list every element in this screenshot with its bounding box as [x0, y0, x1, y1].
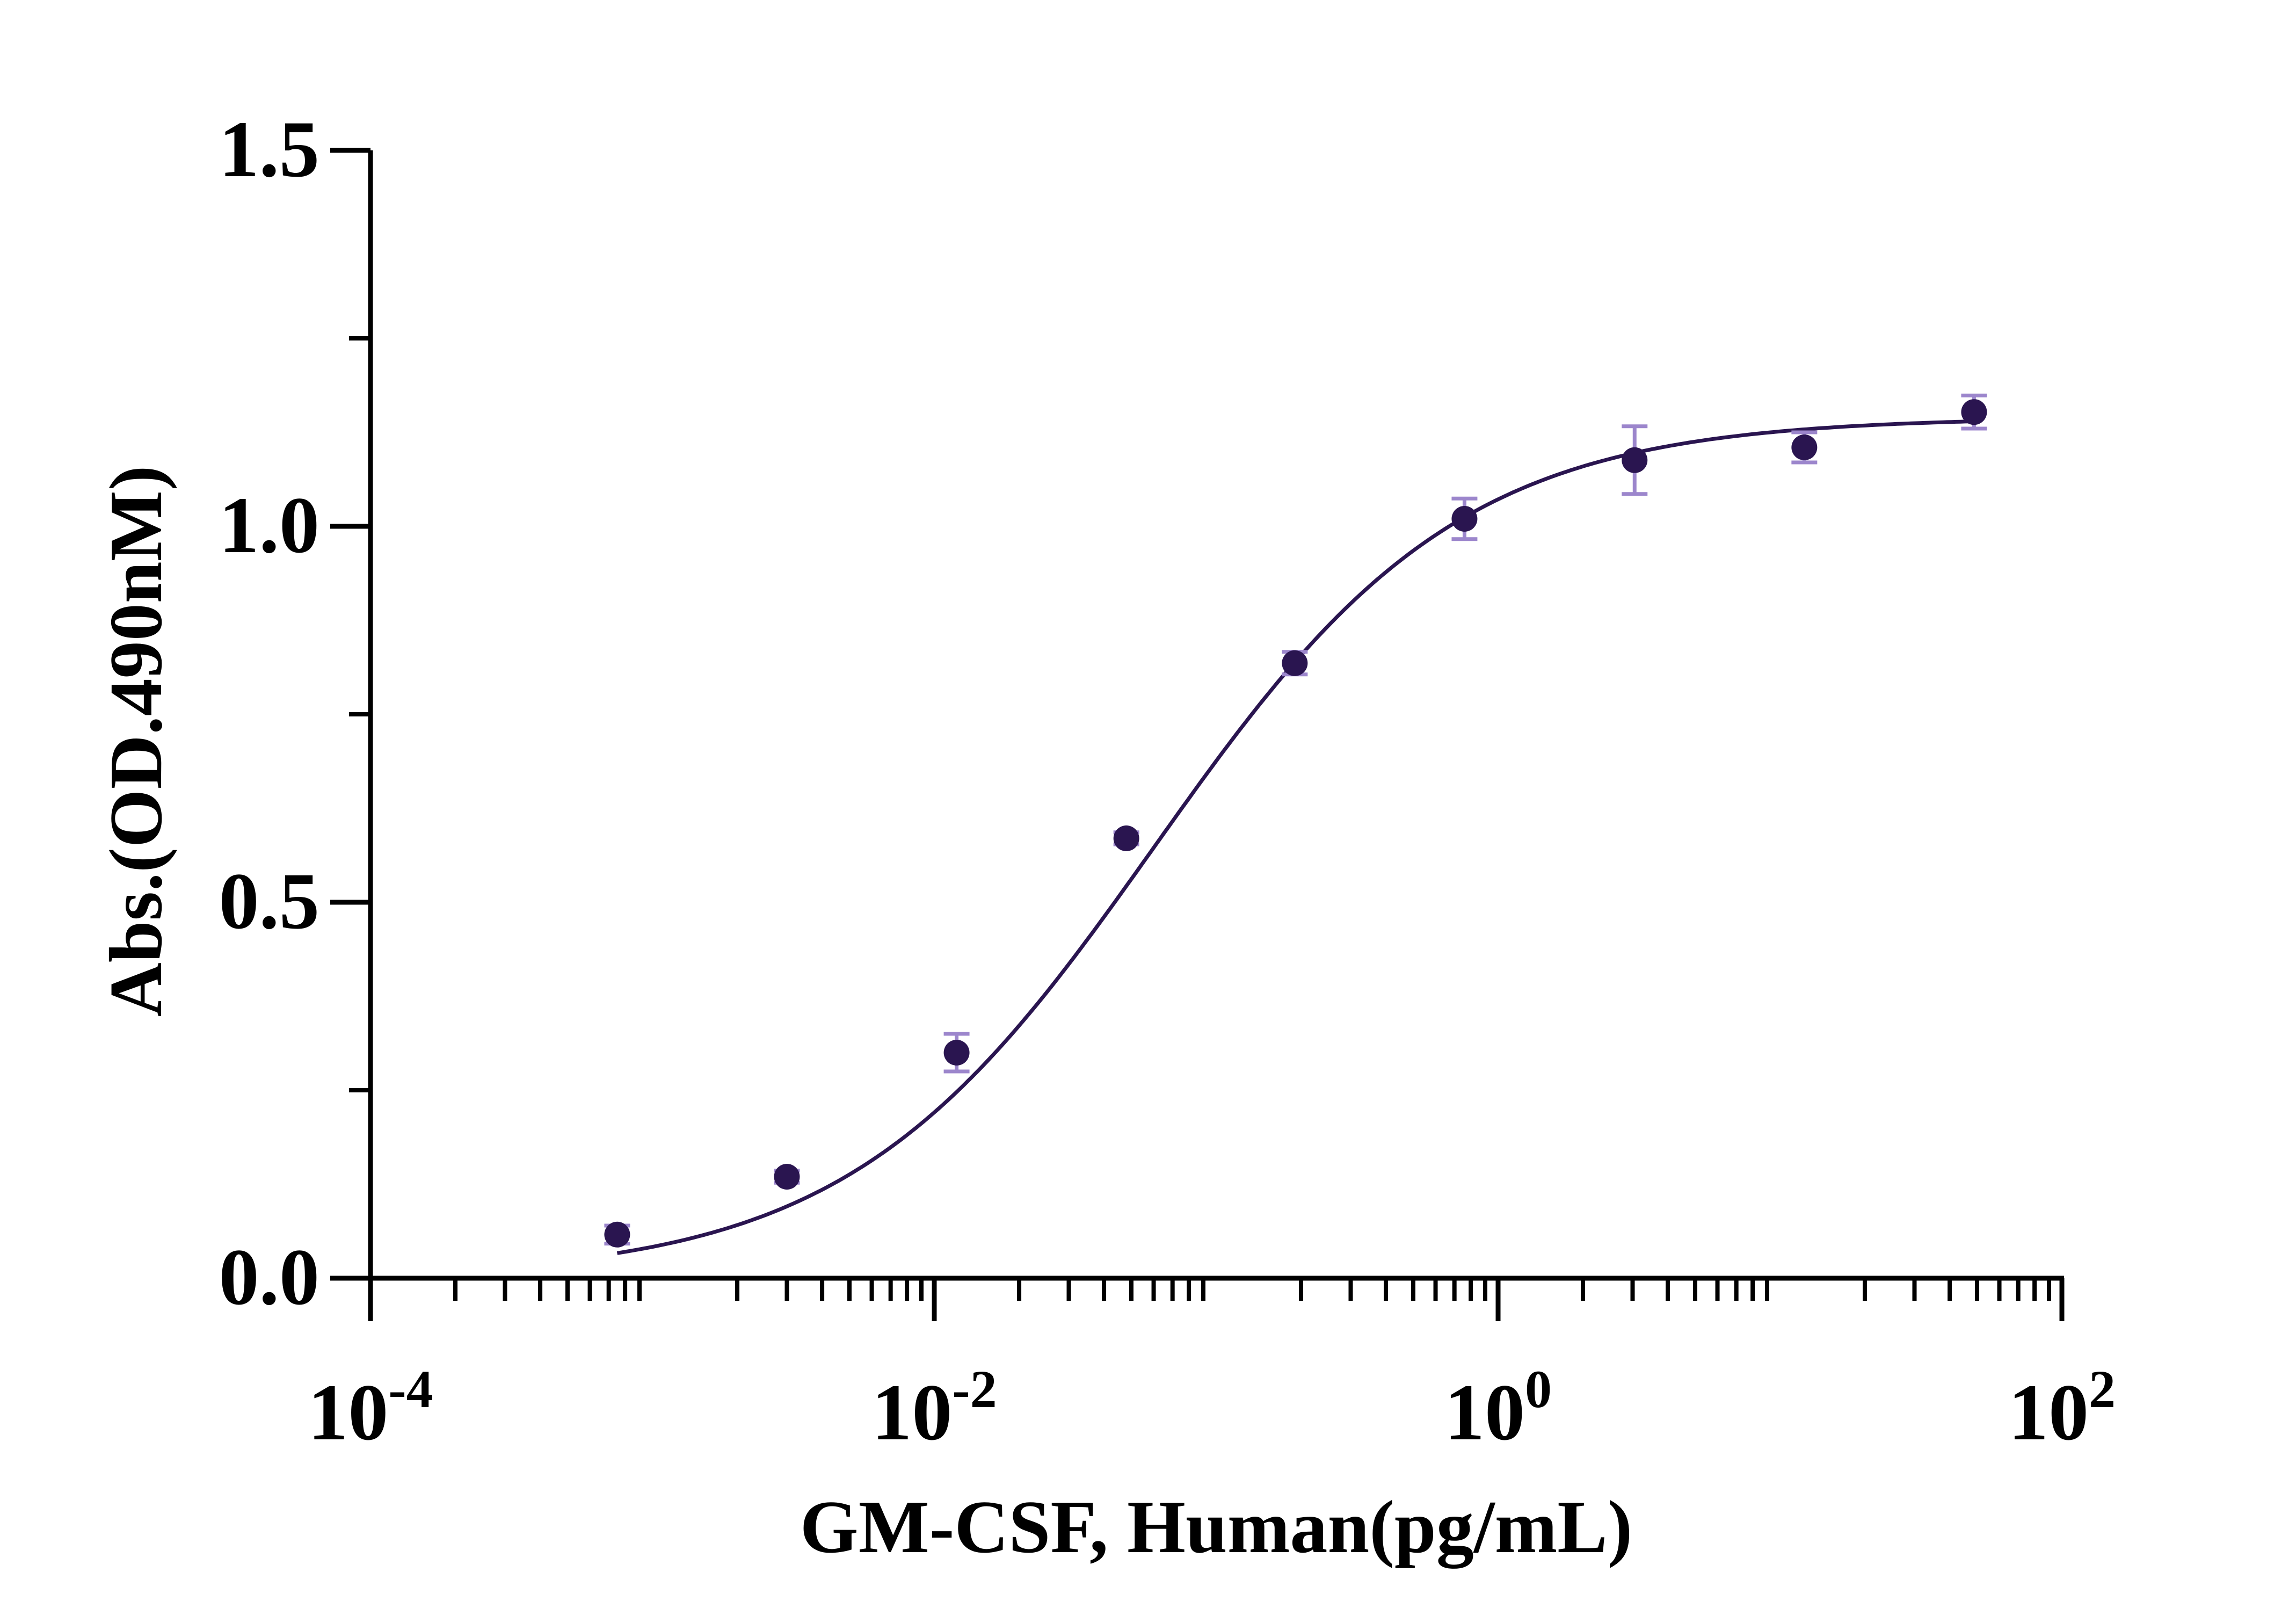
data-point: [1113, 825, 1139, 851]
data-points: [604, 399, 1987, 1248]
y-axis-title: Abs.(OD.490nM): [95, 466, 178, 1017]
x-tick-label: 102: [2008, 1359, 2116, 1457]
x-tick-exponent: -4: [388, 1359, 433, 1419]
x-tick-exponent: -2: [952, 1359, 997, 1419]
data-point: [943, 1040, 970, 1066]
x-tick-label: 10-2: [871, 1359, 997, 1457]
x-axis-ticks: 10-4 10-2 100 102: [308, 1278, 2116, 1457]
y-tick-label: 1.0: [219, 481, 320, 570]
data-point: [1451, 506, 1478, 532]
x-axis-title: GM-CSF, Human(pg/mL): [800, 1486, 1633, 1569]
data-point: [1961, 399, 1987, 425]
x-tick-exponent: 2: [2089, 1359, 2116, 1419]
y-axis-ticks: 0.0 0.5 1.0 1.5: [219, 105, 370, 1322]
x-tick-base: 10: [2008, 1368, 2089, 1457]
axes: [368, 150, 2064, 1281]
x-tick-base: 10: [308, 1368, 388, 1457]
data-point: [604, 1221, 630, 1248]
data-point: [1622, 447, 1648, 473]
y-tick-label: 1.5: [219, 105, 320, 194]
data-point: [1791, 434, 1818, 460]
data-point: [1282, 650, 1308, 676]
x-tick-label: 10-4: [308, 1359, 433, 1457]
data-point: [774, 1164, 800, 1190]
fit-curve: [616, 419, 1974, 1255]
y-tick-label: 0.0: [219, 1233, 320, 1322]
x-tick-base: 10: [871, 1368, 952, 1457]
y-tick-label: 0.5: [219, 857, 320, 946]
x-tick-base: 10: [1444, 1368, 1525, 1457]
x-tick-exponent: 0: [1525, 1359, 1552, 1419]
error-bars: [604, 393, 1987, 1246]
x-tick-label: 100: [1444, 1359, 1552, 1457]
